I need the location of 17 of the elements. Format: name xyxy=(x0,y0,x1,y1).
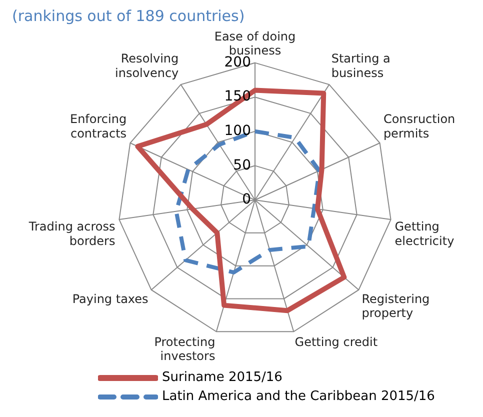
y-tick-label: 200 xyxy=(224,54,251,70)
spoke-label: Consruction permits xyxy=(383,112,456,140)
spoke-label: Registering property xyxy=(362,292,430,320)
legend-label: Latin America and the Caribbean 2015/16 xyxy=(162,389,435,404)
legend-label: Suriname 2015/16 xyxy=(162,370,282,385)
chart-title: (rankings out of 189 countries) xyxy=(12,6,245,25)
spoke-label: Starting a business xyxy=(331,52,390,80)
spoke-label: Getting credit xyxy=(294,334,378,349)
y-tick-label: 100 xyxy=(224,123,251,140)
spoke-label: Paying taxes xyxy=(72,292,148,306)
spoke-label: Resolving insolvency xyxy=(115,52,179,80)
spoke-label: Getting electricity xyxy=(394,219,454,248)
spoke-label: Protecting investors xyxy=(154,334,216,364)
y-tick-label: 50 xyxy=(233,157,251,174)
spoke-label: Trading across borders xyxy=(28,219,116,248)
spoke-label: Enforcing contracts xyxy=(70,112,127,140)
y-tick-label: 0 xyxy=(242,192,251,208)
